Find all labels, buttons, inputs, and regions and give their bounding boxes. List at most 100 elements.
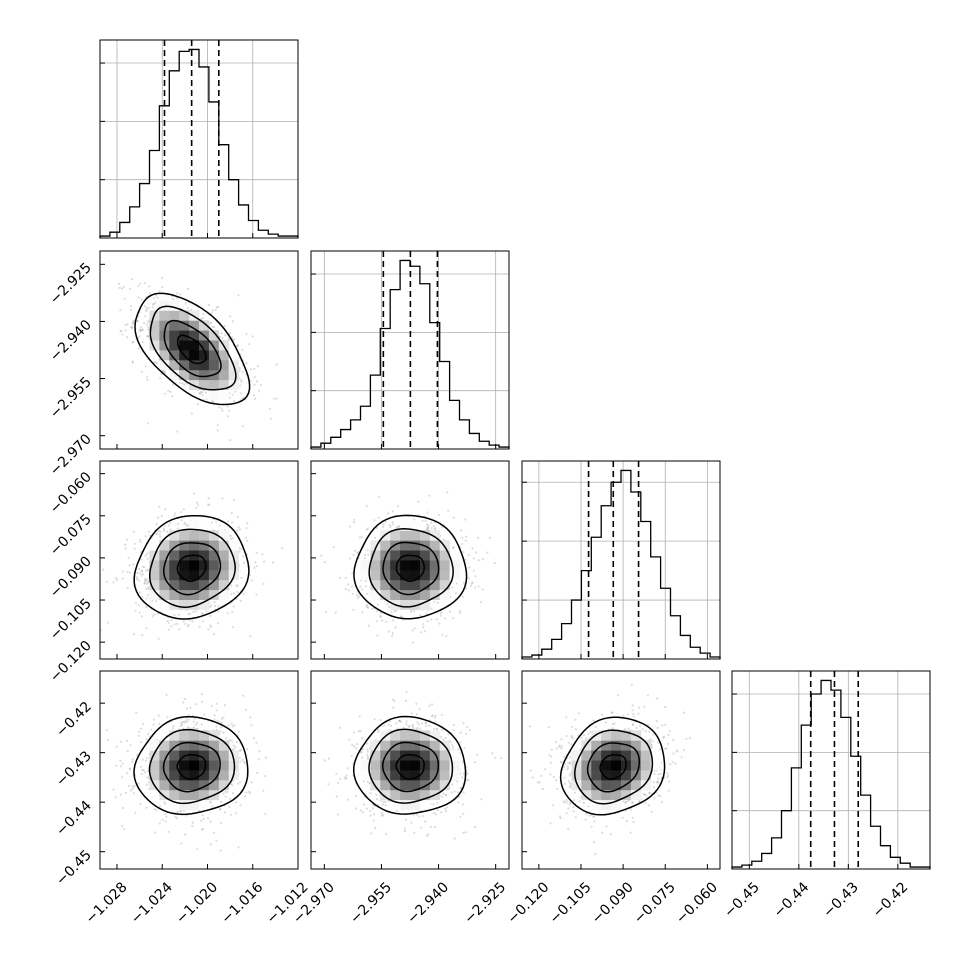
scatter-point (192, 720, 195, 723)
contour-level-3 (148, 528, 236, 608)
contour-level-4 (352, 715, 467, 815)
density-cell (410, 589, 421, 600)
density-cell (429, 579, 441, 591)
density-cell (380, 589, 391, 600)
scatter-point (200, 819, 203, 823)
scatter-point (222, 731, 225, 734)
scatter-point (138, 335, 141, 338)
density-cell (159, 550, 170, 561)
scatter-point (231, 725, 234, 728)
scatter-point (445, 793, 448, 796)
scatter-point (129, 308, 132, 311)
scatter-point (143, 282, 146, 285)
scatter-point (180, 810, 183, 813)
scatter-point (213, 714, 216, 717)
scatter-point (253, 566, 256, 570)
scatter-point (372, 819, 375, 822)
density-cell (218, 740, 230, 751)
density-cell (169, 579, 180, 591)
scatter-point (486, 551, 489, 554)
scatter-point (404, 818, 407, 821)
scatter-point (220, 407, 223, 410)
scatter-point (209, 604, 212, 607)
scatter-point (179, 293, 182, 296)
density-cell (390, 789, 401, 801)
scatter-point (203, 713, 206, 716)
scatter-point (387, 605, 391, 609)
scatter-point (224, 790, 227, 793)
scatter-point (140, 570, 143, 573)
scatter-point (379, 616, 382, 619)
scatter-point (145, 783, 148, 786)
scatter-point (237, 782, 240, 785)
scatter-point (230, 592, 233, 596)
density-cell (199, 579, 210, 591)
density-cell (400, 560, 411, 571)
scatter-point (124, 329, 127, 332)
scatter-point (212, 400, 215, 403)
density-cell (159, 310, 170, 321)
scatter-point (439, 612, 442, 615)
scatter-point (214, 308, 217, 311)
scatter-point (105, 580, 108, 583)
scatter-point (140, 329, 143, 332)
scatter-point (434, 714, 437, 717)
scatter-point (435, 618, 438, 621)
scatter-point (233, 724, 236, 727)
density-cell (169, 799, 180, 810)
density-cell (449, 550, 460, 561)
scatter-point (173, 623, 176, 626)
scatter-point (164, 820, 167, 823)
scatter-point (263, 560, 266, 563)
scatter-point (353, 518, 356, 521)
scatter-point (458, 609, 461, 613)
scatter-point (430, 521, 433, 524)
panel-frame (521, 460, 721, 660)
scatter-point (139, 540, 142, 544)
scatter-point (411, 723, 414, 727)
density-cells (360, 520, 460, 610)
scatter-point (337, 781, 340, 785)
scatter-point (232, 605, 235, 608)
contour-level-1 (176, 754, 207, 780)
contour-level-4 (134, 292, 251, 406)
density-cell (419, 550, 431, 561)
scatter-point (260, 383, 263, 386)
scatter-point (157, 714, 160, 717)
scatter-point (262, 789, 265, 792)
scatter-point (219, 730, 222, 733)
scatter-point (384, 520, 387, 523)
density-cell (199, 799, 210, 810)
density-cell (199, 589, 210, 600)
scatter-point (257, 758, 260, 761)
panel-4-2 (310, 670, 510, 870)
scatter-point (157, 637, 160, 640)
scatter-point (160, 372, 163, 376)
density-cell (439, 540, 450, 551)
scatter-point (387, 799, 390, 803)
scatter-point (112, 788, 115, 791)
scatter-point (220, 717, 223, 720)
scatter-point (151, 306, 154, 309)
scatter-point (210, 312, 213, 315)
scatter-point (236, 344, 239, 347)
scatter-point (191, 620, 194, 623)
scatter-point (233, 592, 236, 595)
scatter-point (461, 536, 464, 539)
density-cell (199, 789, 210, 801)
scatter-point (129, 571, 132, 574)
scatter-point (323, 561, 326, 564)
density-cell (179, 320, 190, 331)
scatter-point (143, 566, 146, 569)
scatter-point (417, 723, 420, 726)
scatter-point (363, 557, 366, 560)
scatter-point (139, 550, 143, 554)
density-cell (159, 579, 170, 591)
scatter-point (470, 584, 473, 587)
scatter-point (399, 720, 402, 723)
density-cell (159, 340, 170, 351)
scatter-point (386, 603, 389, 606)
scatter-point (425, 834, 428, 838)
density-cell (390, 770, 401, 781)
scatter-point (143, 582, 146, 585)
